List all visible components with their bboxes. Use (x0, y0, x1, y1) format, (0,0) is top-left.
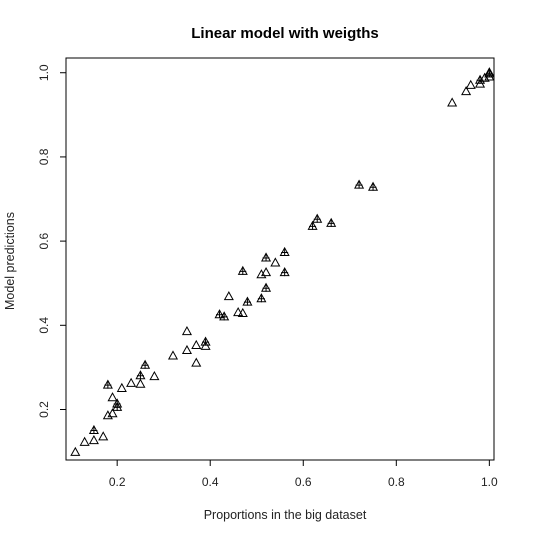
data-point-triangle (116, 382, 127, 392)
x-tick-label: 0.2 (109, 475, 126, 489)
x-tick-label: 0.6 (295, 475, 312, 489)
data-point-triangle (270, 257, 281, 267)
data-point-triangle (107, 392, 118, 402)
data-point-triangle (484, 71, 495, 81)
data-point-triangle (107, 408, 118, 418)
data-point-triangle (167, 350, 179, 360)
plot-frame (65, 57, 495, 461)
data-point-plus (216, 311, 224, 319)
data-point-triangle (191, 339, 202, 350)
data-point-plus (104, 381, 112, 389)
chart-title: Linear model with weigths (191, 25, 379, 42)
y-tick-label: 0.4 (37, 317, 51, 334)
y-axis: 0.2 0.4 0.6 0.8 1.0 (37, 64, 66, 418)
data-point-plus (136, 372, 144, 380)
data-point-triangle (447, 97, 458, 107)
data-points (70, 67, 495, 456)
data-point-triangle (256, 269, 267, 279)
x-axis: 0.2 0.4 0.6 0.8 1.0 (109, 460, 498, 489)
data-point-triangle (135, 378, 146, 388)
data-point-triangle (191, 357, 202, 367)
data-point-plus (309, 222, 317, 230)
data-point-plus (220, 313, 228, 321)
data-point-plus (90, 427, 98, 435)
data-point-triangle (126, 377, 137, 387)
x-tick-label: 1.0 (481, 475, 498, 489)
data-point-triangle (181, 344, 193, 355)
data-point-plus (239, 267, 247, 275)
data-point-plus (327, 219, 335, 227)
x-tick-label: 0.4 (202, 475, 219, 489)
data-point-plus (281, 269, 289, 277)
data-point-plus (262, 284, 270, 292)
data-point-triangle (181, 325, 193, 336)
data-point-triangle (223, 291, 234, 301)
data-point-triangle (149, 371, 160, 381)
data-point-triangle (102, 410, 113, 420)
x-tick-label: 0.8 (388, 475, 405, 489)
y-tick-label: 0.8 (37, 148, 51, 165)
x-axis-label: Proportions in the big dataset (204, 508, 367, 522)
data-point-plus (141, 361, 149, 369)
y-axis-label: Model predictions (3, 212, 17, 310)
data-point-plus (485, 70, 493, 78)
data-point-triangle (465, 79, 476, 89)
y-tick-label: 0.6 (37, 232, 51, 249)
data-point-triangle (461, 86, 472, 96)
data-point-triangle (237, 307, 248, 318)
data-point-triangle (88, 435, 99, 445)
data-point-plus (243, 298, 251, 306)
data-point-plus (313, 215, 321, 223)
data-point-plus (202, 338, 210, 346)
data-point-triangle (233, 307, 244, 317)
data-point-triangle (70, 446, 81, 456)
data-point-plus (113, 400, 121, 408)
data-point-triangle (260, 267, 272, 277)
data-point-plus (257, 295, 265, 303)
data-point-plus (476, 76, 484, 84)
data-point-plus (281, 248, 289, 256)
data-point-triangle (79, 436, 90, 446)
y-tick-label: 1.0 (37, 64, 51, 81)
data-point-triangle (98, 431, 109, 441)
data-point-plus (262, 254, 270, 262)
data-point-plus (355, 181, 363, 189)
y-tick-label: 0.2 (37, 401, 51, 418)
data-point-plus (369, 183, 377, 191)
